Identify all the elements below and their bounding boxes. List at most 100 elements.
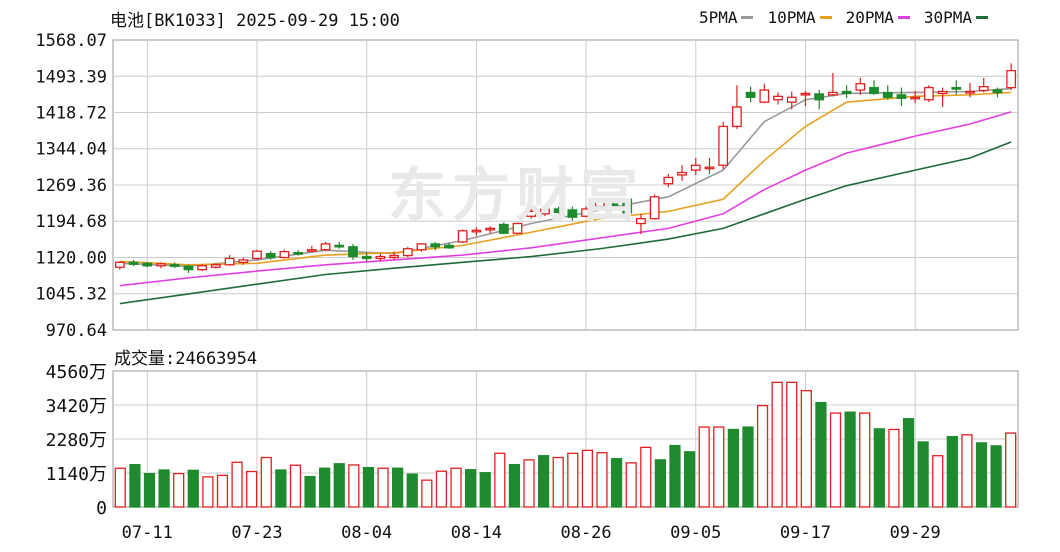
volume-bar [187, 469, 199, 508]
candle-body [416, 243, 427, 251]
y-tick-label: 1045.32 [35, 285, 107, 305]
volume-bar [581, 449, 594, 508]
volume-title: 成交量:24663954 [114, 349, 258, 369]
volume-bar [669, 444, 681, 508]
candlestick [581, 206, 591, 218]
y-tick-label: 1344.04 [35, 140, 107, 160]
chart-title: 电池[BK1033] 2025-09-29 15:00 [110, 11, 400, 31]
candlestick [197, 264, 208, 272]
volume-bar [902, 418, 915, 508]
volume-bar [654, 459, 666, 508]
candle-body [608, 203, 619, 207]
volume-bar [275, 469, 287, 508]
candlestick [636, 213, 646, 235]
candlestick [279, 249, 290, 259]
y-tick-label: 970.64 [46, 321, 107, 341]
volume-bar [508, 463, 521, 508]
volume-bar [450, 467, 462, 508]
volume-bar [713, 426, 725, 508]
volume-bar [946, 435, 958, 508]
ma-line-30pma [119, 141, 1012, 305]
candle-body [951, 86, 962, 90]
candle-body [827, 91, 838, 96]
candlestick [690, 157, 701, 175]
volume-bar [465, 469, 477, 508]
candle-body [402, 248, 413, 257]
candlestick [306, 245, 317, 252]
volume-bar [406, 473, 418, 508]
volume-tick-label: 0 [96, 498, 107, 519]
candle-body [114, 261, 125, 268]
candle-body [910, 96, 921, 100]
candlestick [389, 251, 399, 260]
candle-body [485, 227, 495, 231]
volume-bar [829, 412, 842, 508]
candle-body [704, 166, 715, 170]
candle-body [745, 91, 756, 98]
volume-bar [202, 476, 214, 508]
candlestick [608, 200, 619, 208]
volume-bar [771, 381, 783, 508]
candlestick [663, 174, 674, 188]
candle-body [814, 93, 825, 101]
volume-bar [698, 426, 710, 508]
candlestick [444, 242, 454, 249]
candlestick [224, 255, 235, 266]
candlestick [978, 77, 989, 93]
candle-body [882, 91, 893, 98]
candlestick [827, 73, 838, 97]
candlestick [841, 85, 852, 99]
candlestick [361, 252, 372, 262]
candlestick [923, 85, 934, 103]
volume-bar [567, 452, 579, 508]
x-tick-label: 09-29 [890, 523, 941, 543]
legend-item-10pma: 10PMA [767, 8, 832, 27]
volume-bar [917, 441, 929, 508]
legend-label: 5PMA [698, 8, 738, 27]
candlestick [649, 194, 660, 220]
candlestick [1006, 63, 1017, 91]
candle-body [663, 176, 674, 185]
volume-bar [319, 467, 331, 508]
volume-bar [742, 426, 754, 508]
candle-body [142, 262, 153, 267]
legend-swatch [741, 16, 754, 19]
candlestick [718, 121, 729, 170]
candlestick [704, 157, 715, 175]
candle-body [197, 265, 208, 271]
legend-item-20pma: 20PMA [846, 8, 910, 27]
candlestick [773, 92, 783, 105]
candle-body [594, 201, 605, 208]
candlestick [402, 246, 413, 258]
candlestick [882, 85, 893, 100]
candle-body [265, 252, 276, 259]
legend-swatch [976, 16, 988, 19]
candlestick [471, 227, 482, 236]
candlestick [114, 261, 125, 270]
volume-bar [873, 428, 885, 508]
volume-bar [333, 463, 345, 508]
volume-bar [260, 456, 272, 508]
volume-bar [537, 455, 550, 508]
legend-label: 10PMA [767, 8, 816, 27]
candlestick [800, 91, 811, 107]
volume-bar [216, 474, 229, 508]
candle-body [841, 90, 852, 95]
candlestick [992, 87, 1003, 98]
candle-body [210, 264, 221, 268]
x-tick-label: 07-11 [122, 523, 173, 543]
volume-bar [800, 390, 812, 508]
volume-bar [727, 428, 739, 508]
volume-bar [888, 428, 900, 508]
x-tick-label: 08-26 [560, 523, 611, 543]
watermark-text: 东方财富 [388, 161, 645, 229]
volume-bar [435, 470, 448, 508]
volume-bar [523, 459, 535, 508]
candlestick [210, 263, 221, 269]
candlestick [457, 229, 468, 243]
candle-body [978, 85, 989, 92]
candle-body [279, 251, 290, 259]
volume-bar [640, 446, 652, 508]
candlestick [622, 198, 633, 217]
